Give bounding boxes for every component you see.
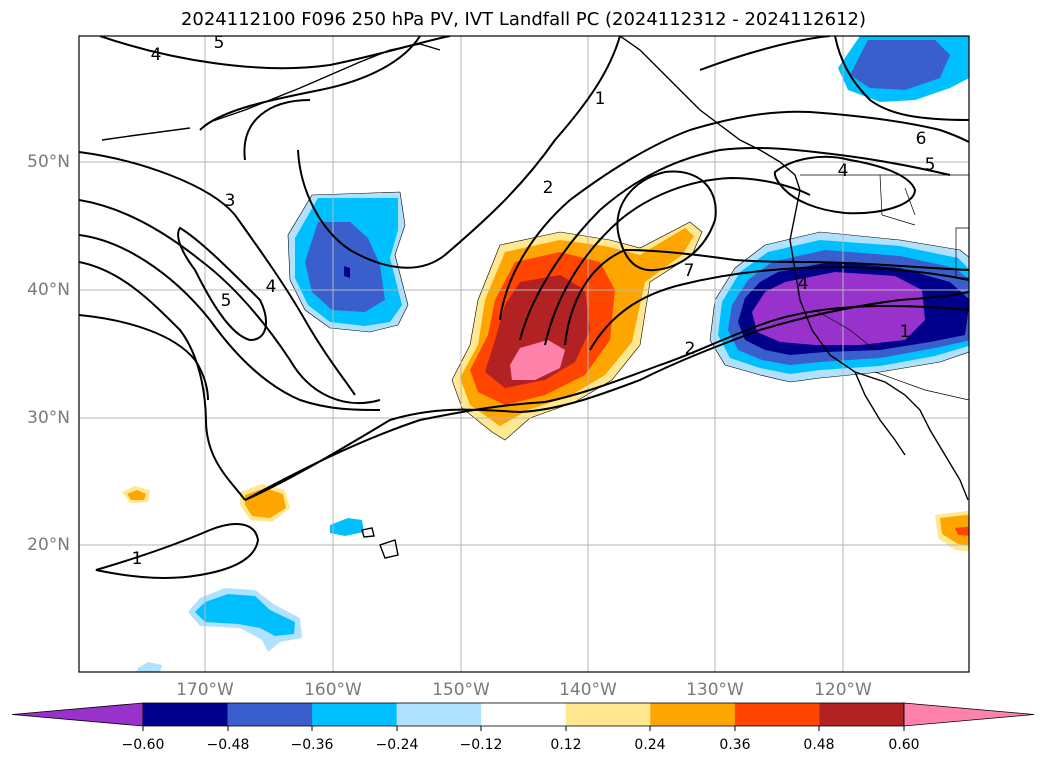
colorbar-tick-label: 0.60 (888, 737, 920, 753)
negative-anomaly-west (344, 266, 350, 278)
positive-anomaly-mexico (955, 526, 969, 536)
contour-label: 7 (684, 261, 695, 281)
lat-label: 20°N (27, 535, 70, 555)
lon-label: 140°W (559, 680, 617, 700)
colorbar-tick-label: −0.48 (206, 737, 250, 753)
colorbar-tick-label: 0.24 (634, 737, 666, 753)
colorbar-segment (565, 703, 651, 726)
lat-label: 50°N (27, 152, 70, 172)
colorbar-segment (312, 703, 398, 726)
contour-label: 4 (151, 45, 162, 65)
negative-anomaly-hawaii (330, 518, 364, 536)
colorbar-tick-label: −0.60 (121, 737, 165, 753)
negative-anomaly-north (850, 40, 950, 90)
map-title: 2024112100 F096 250 hPa PV, IVT Landfall… (180, 9, 867, 30)
colorbar-extend-max (903, 702, 1035, 727)
map-panel: 4 5 1 3 2 5 4 7 6 5 4 4 2 1 1 (78, 33, 970, 673)
colorbar-segments (11, 702, 1035, 727)
positive-anomaly-mexico (940, 514, 969, 545)
contour-label: 1 (595, 89, 606, 109)
colorbar-tick-label: −0.12 (459, 737, 503, 753)
colorbar-segment (227, 703, 313, 726)
shaded-anomaly-fields (122, 36, 969, 672)
colorbar-tick-label: 0.36 (719, 737, 751, 753)
contour-label: 5 (214, 33, 225, 53)
lon-label: 130°W (686, 680, 744, 700)
map-frame (78, 35, 970, 673)
contour-label: 4 (838, 161, 849, 181)
negative-anomaly-south (195, 594, 295, 636)
contour-label: 2 (685, 339, 696, 359)
lon-label: 150°W (432, 680, 490, 700)
colorbar-extend-min (11, 702, 144, 727)
colorbar-tick-label: −0.24 (375, 737, 419, 753)
colorbar-tick-label: 0.48 (803, 737, 835, 753)
colorbar-segment (481, 703, 567, 726)
colorbar-segment (819, 703, 905, 726)
colorbar-ticks (142, 726, 905, 731)
contour-label: 1 (132, 549, 143, 569)
contour-label: 1 (900, 322, 911, 342)
lon-label: 160°W (304, 680, 362, 700)
political-borders (800, 174, 969, 401)
colorbar-segment (396, 703, 482, 726)
lon-label: 170°W (176, 680, 234, 700)
colorbar-segment (734, 703, 820, 726)
positive-anomaly-small (127, 490, 146, 500)
positive-anomaly-central (510, 340, 565, 380)
lat-label: 40°N (27, 280, 70, 300)
coastlines (101, 36, 969, 559)
contour-label: 4 (798, 274, 809, 294)
contour-label: 5 (925, 155, 936, 175)
negative-anomaly-south (136, 662, 162, 672)
colorbar-tick-label: −0.36 (290, 737, 334, 753)
gridlines (79, 36, 969, 672)
contour-label: 3 (225, 191, 236, 211)
contour-label: 4 (266, 277, 277, 297)
colorbar-segment (143, 703, 229, 726)
contour-label: 6 (916, 129, 927, 149)
shade-outlines (287, 191, 969, 441)
pv-contours (79, 36, 969, 579)
positive-anomaly-central (485, 275, 590, 388)
colorbar-tick-label: 0.12 (550, 737, 582, 753)
contour-label: 5 (221, 291, 232, 311)
colorbar-segment (650, 703, 736, 726)
contour-labels: 4 5 1 3 2 5 4 7 6 5 4 4 2 1 1 (132, 33, 936, 569)
contour-label: 2 (543, 178, 554, 198)
lon-label: 120°W (814, 680, 872, 700)
lat-label: 30°N (27, 408, 70, 428)
colorbar-frame (142, 702, 905, 727)
